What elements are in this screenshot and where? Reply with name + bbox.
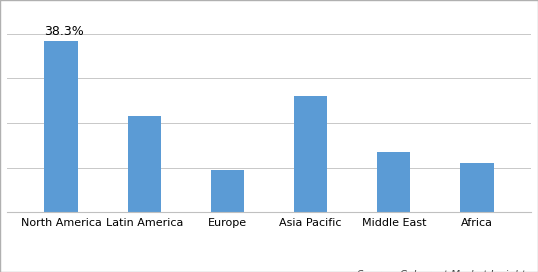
- Bar: [211, 170, 244, 212]
- Bar: [44, 41, 77, 212]
- Bar: [461, 163, 494, 212]
- Bar: [128, 116, 161, 212]
- Bar: [377, 152, 410, 212]
- Text: Source: Coherent Market Insights: Source: Coherent Market Insights: [357, 270, 531, 272]
- Text: 38.3%: 38.3%: [44, 25, 84, 38]
- Bar: [294, 96, 327, 212]
